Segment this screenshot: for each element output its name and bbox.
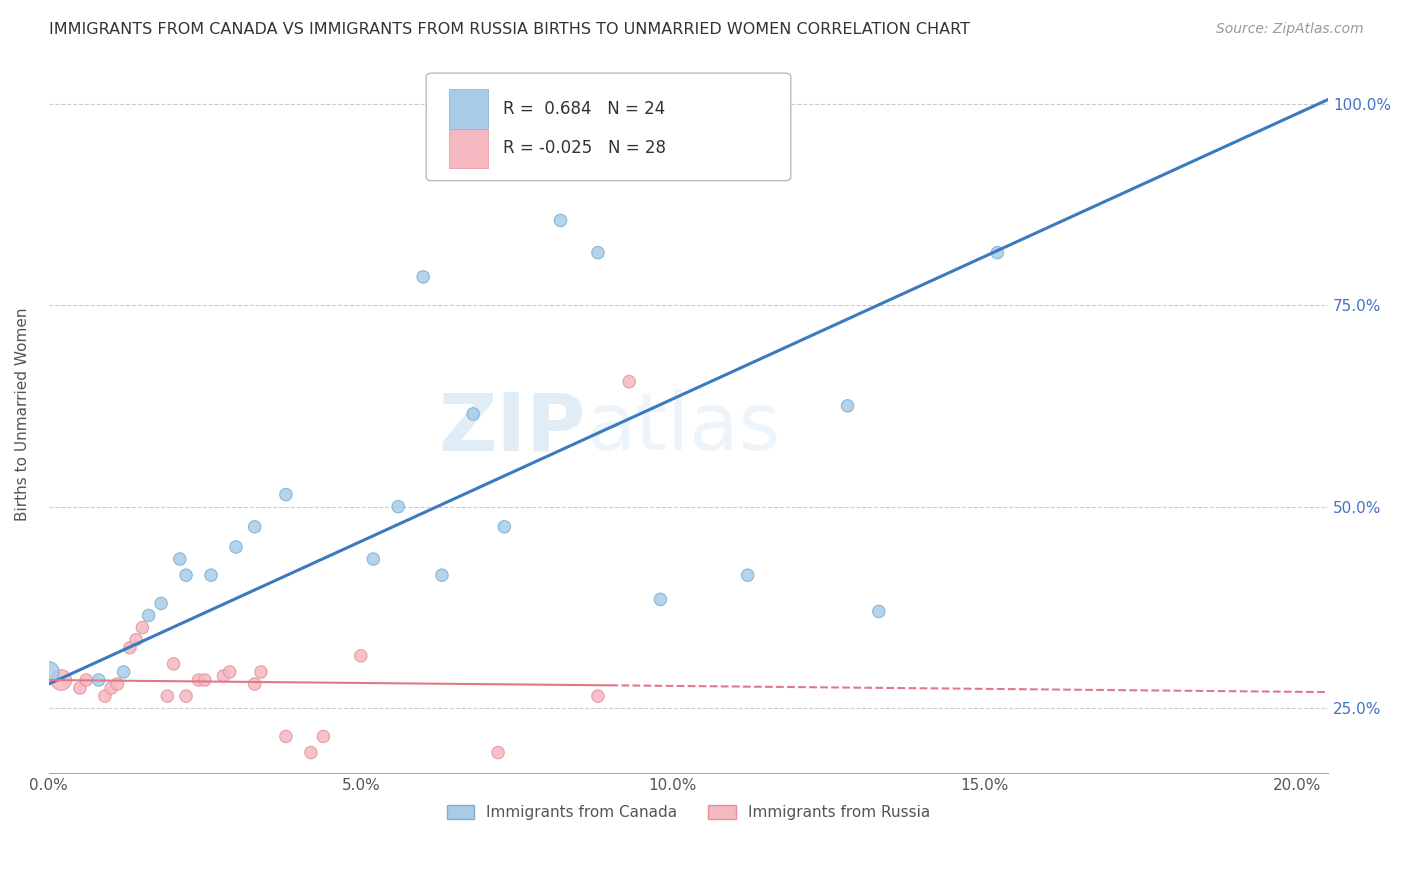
- Point: [550, 213, 572, 227]
- Point: [243, 520, 266, 534]
- Point: [218, 665, 240, 679]
- Point: [94, 689, 117, 703]
- Point: [274, 730, 297, 744]
- Point: [463, 778, 485, 792]
- Point: [243, 677, 266, 691]
- Text: R = -0.025   N = 28: R = -0.025 N = 28: [503, 139, 666, 157]
- Point: [225, 540, 247, 554]
- Point: [105, 677, 128, 691]
- Point: [138, 608, 160, 623]
- Point: [87, 673, 110, 687]
- Legend: Immigrants from Canada, Immigrants from Russia: Immigrants from Canada, Immigrants from …: [440, 799, 936, 826]
- Point: [650, 842, 672, 856]
- Point: [350, 648, 373, 663]
- Point: [131, 621, 153, 635]
- Point: [361, 552, 384, 566]
- FancyBboxPatch shape: [426, 73, 790, 181]
- Point: [156, 689, 179, 703]
- Point: [194, 673, 217, 687]
- Point: [187, 673, 209, 687]
- Point: [174, 568, 197, 582]
- Text: R =  0.684   N = 24: R = 0.684 N = 24: [503, 100, 665, 118]
- Point: [75, 673, 97, 687]
- Point: [162, 657, 184, 671]
- Point: [463, 407, 485, 421]
- Point: [169, 552, 191, 566]
- Point: [868, 605, 890, 619]
- Point: [737, 568, 759, 582]
- FancyBboxPatch shape: [449, 128, 488, 169]
- Point: [387, 500, 409, 514]
- Point: [125, 632, 148, 647]
- Point: [250, 665, 273, 679]
- Point: [617, 375, 640, 389]
- Point: [100, 681, 122, 695]
- Point: [412, 269, 434, 284]
- Point: [69, 681, 91, 695]
- Point: [299, 746, 322, 760]
- Point: [38, 665, 60, 679]
- Point: [986, 245, 1008, 260]
- Text: IMMIGRANTS FROM CANADA VS IMMIGRANTS FROM RUSSIA BIRTHS TO UNMARRIED WOMEN CORRE: IMMIGRANTS FROM CANADA VS IMMIGRANTS FRO…: [49, 22, 970, 37]
- Text: ZIP: ZIP: [439, 389, 586, 467]
- Point: [837, 399, 859, 413]
- Point: [274, 487, 297, 501]
- Point: [112, 665, 135, 679]
- Point: [494, 520, 516, 534]
- Point: [150, 596, 173, 610]
- Point: [650, 592, 672, 607]
- FancyBboxPatch shape: [449, 89, 488, 128]
- Point: [51, 673, 73, 687]
- Y-axis label: Births to Unmarried Women: Births to Unmarried Women: [15, 307, 30, 521]
- Point: [174, 689, 197, 703]
- Point: [486, 746, 509, 760]
- Point: [586, 689, 609, 703]
- Text: Source: ZipAtlas.com: Source: ZipAtlas.com: [1216, 22, 1364, 37]
- Point: [430, 568, 453, 582]
- Point: [799, 826, 821, 840]
- Text: atlas: atlas: [586, 389, 780, 467]
- Point: [200, 568, 222, 582]
- Point: [586, 245, 609, 260]
- Point: [312, 730, 335, 744]
- Point: [212, 669, 235, 683]
- Point: [118, 640, 141, 655]
